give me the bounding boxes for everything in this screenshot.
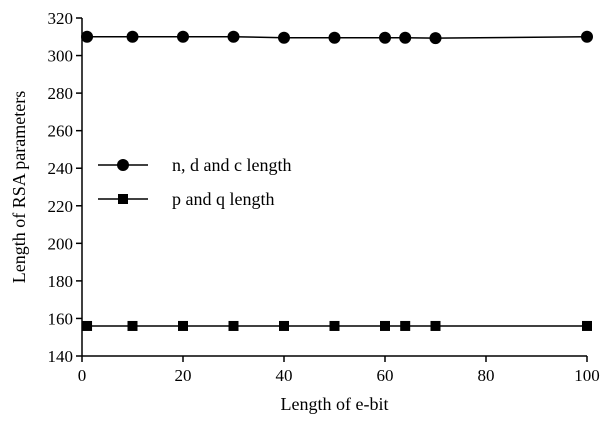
data-point xyxy=(228,320,239,331)
data-point xyxy=(278,31,290,44)
y-tick-label: 320 xyxy=(48,9,74,28)
data-point xyxy=(127,320,138,331)
data-point xyxy=(279,320,289,331)
y-tick-label: 240 xyxy=(48,159,74,178)
data-point xyxy=(227,30,240,43)
data-point xyxy=(379,31,391,44)
x-tick-label: 40 xyxy=(276,366,293,385)
data-point xyxy=(429,32,442,45)
chart-axes: 140 160 180 200 220 240 260 280 300 320 0 20 40 60 80 1… xyxy=(48,9,600,385)
legend-label: n, d and c length xyxy=(172,155,291,175)
series-1 xyxy=(81,30,593,45)
y-axis-title: Length of RSA parameters xyxy=(9,91,29,283)
chart-legend: n, d and c length p and q length xyxy=(98,155,291,209)
data-point xyxy=(581,30,593,43)
y-tick-label: 280 xyxy=(48,84,74,103)
legend-item: n, d and c length xyxy=(98,155,291,175)
data-point xyxy=(329,320,340,331)
x-tick-label: 0 xyxy=(78,366,87,385)
legend-marker xyxy=(118,194,128,204)
y-tick-label: 140 xyxy=(48,347,74,366)
data-point xyxy=(177,30,189,43)
y-tick-label: 180 xyxy=(48,272,74,291)
x-tick-label: 60 xyxy=(377,366,394,385)
y-tick-label: 200 xyxy=(48,234,74,253)
data-point xyxy=(380,320,390,331)
series-2 xyxy=(82,320,592,331)
data-point xyxy=(582,320,592,331)
legend-item: p and q length xyxy=(98,189,274,209)
data-point xyxy=(399,31,412,44)
x-axis-title: Length of e-bit xyxy=(281,394,389,414)
legend-label: p and q length xyxy=(172,189,274,209)
data-point xyxy=(126,30,139,43)
y-tick-label: 160 xyxy=(48,309,74,328)
data-point xyxy=(82,320,93,331)
data-point xyxy=(328,31,341,44)
data-point xyxy=(81,30,94,43)
y-tick-label: 300 xyxy=(48,47,74,66)
y-tick-label: 220 xyxy=(48,197,74,216)
y-tick-label: 260 xyxy=(48,122,74,141)
chart-series xyxy=(81,30,593,331)
x-tick-label: 100 xyxy=(574,366,600,385)
data-point xyxy=(400,320,411,331)
x-tick-label: 80 xyxy=(478,366,495,385)
series-line xyxy=(87,36,588,39)
x-tick-label: 20 xyxy=(175,366,192,385)
data-point xyxy=(430,320,441,331)
legend-marker xyxy=(117,159,129,171)
data-point xyxy=(178,320,188,331)
